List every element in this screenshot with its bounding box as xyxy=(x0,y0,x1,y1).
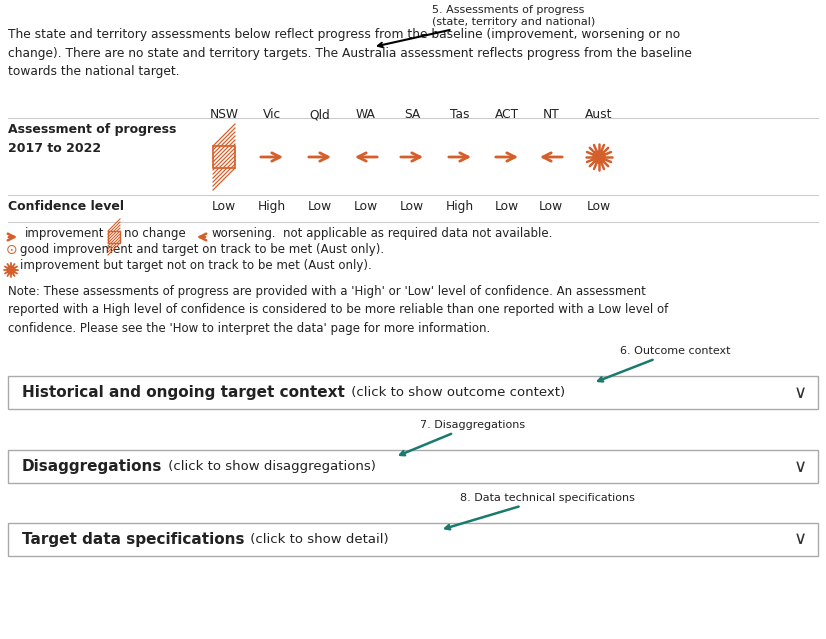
Circle shape xyxy=(593,151,605,163)
Text: (click to show disaggregations): (click to show disaggregations) xyxy=(164,460,377,473)
Text: ∨: ∨ xyxy=(794,530,806,548)
Text: Low: Low xyxy=(587,200,611,213)
Text: (click to show outcome context): (click to show outcome context) xyxy=(347,386,565,399)
Text: ∨: ∨ xyxy=(794,458,806,475)
Text: (click to show detail): (click to show detail) xyxy=(246,533,389,546)
Bar xyxy=(213,146,235,168)
Text: WA: WA xyxy=(356,108,376,121)
Text: High: High xyxy=(258,200,286,213)
Text: NSW: NSW xyxy=(210,108,239,121)
Circle shape xyxy=(7,266,15,274)
Text: Note: These assessments of progress are provided with a 'High' or 'Low' level of: Note: These assessments of progress are … xyxy=(8,285,668,335)
Text: Low: Low xyxy=(495,200,519,213)
Text: Low: Low xyxy=(212,200,236,213)
Text: Aust: Aust xyxy=(586,108,613,121)
Text: ACT: ACT xyxy=(495,108,519,121)
Text: Low: Low xyxy=(308,200,332,213)
Text: 8. Data technical specifications: 8. Data technical specifications xyxy=(445,493,635,529)
Text: improvement: improvement xyxy=(25,226,105,240)
Text: 6. Outcome context: 6. Outcome context xyxy=(598,346,730,381)
Text: NT: NT xyxy=(543,108,559,121)
Text: 7. Disaggregations: 7. Disaggregations xyxy=(400,420,525,455)
Text: The state and territory assessments below reflect progress from the baseline (im: The state and territory assessments belo… xyxy=(8,28,692,78)
Text: Disaggregations: Disaggregations xyxy=(22,459,163,474)
Text: Qld: Qld xyxy=(310,108,330,121)
Text: Assessment of progress
2017 to 2022: Assessment of progress 2017 to 2022 xyxy=(8,123,177,155)
Text: no change: no change xyxy=(124,226,186,240)
Text: Low: Low xyxy=(354,200,378,213)
Text: Confidence level: Confidence level xyxy=(8,200,124,213)
Text: Low: Low xyxy=(400,200,424,213)
Text: High: High xyxy=(446,200,474,213)
Text: ∨: ∨ xyxy=(794,383,806,401)
Text: Vic: Vic xyxy=(263,108,281,121)
Text: Historical and ongoing target context: Historical and ongoing target context xyxy=(22,385,345,400)
Text: Target data specifications: Target data specifications xyxy=(22,532,244,547)
Text: SA: SA xyxy=(404,108,420,121)
Bar xyxy=(8,450,818,483)
Text: Low: Low xyxy=(539,200,563,213)
Text: worsening: worsening xyxy=(211,226,272,240)
Text: ..  not applicable as required data not available.: .. not applicable as required data not a… xyxy=(268,226,553,240)
Text: Tas: Tas xyxy=(450,108,470,121)
Text: 5. Assessments of progress
(state, territory and national): 5. Assessments of progress (state, terri… xyxy=(378,5,596,47)
Text: good improvement and target on track to be met (Aust only).: good improvement and target on track to … xyxy=(20,243,384,256)
Text: improvement but target not on track to be met (Aust only).: improvement but target not on track to b… xyxy=(20,259,372,272)
Bar xyxy=(8,376,818,409)
Text: ⊙: ⊙ xyxy=(6,243,17,257)
Bar xyxy=(8,523,818,556)
Bar xyxy=(108,231,120,243)
